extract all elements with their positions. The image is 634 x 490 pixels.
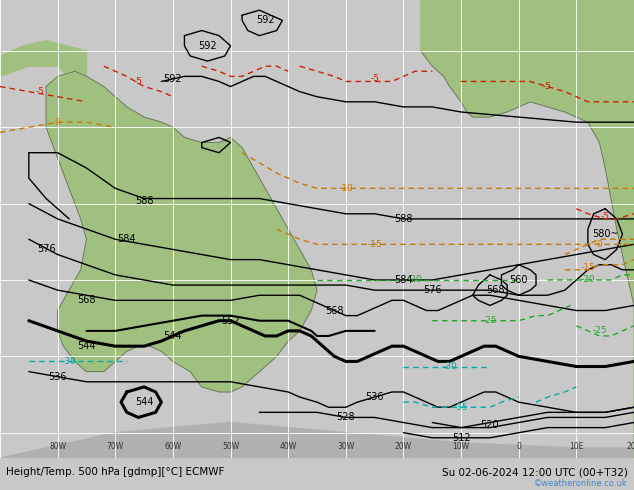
Text: 588: 588 xyxy=(394,214,413,224)
Text: 70W: 70W xyxy=(107,441,124,450)
Text: -15: -15 xyxy=(581,263,595,272)
Text: -5: -5 xyxy=(543,82,552,91)
Text: 588: 588 xyxy=(135,196,153,206)
Polygon shape xyxy=(0,422,634,458)
Text: 520: 520 xyxy=(481,420,499,430)
Text: 544: 544 xyxy=(135,397,153,407)
Text: 536: 536 xyxy=(365,392,384,402)
Text: 40W: 40W xyxy=(280,441,297,450)
Text: 0: 0 xyxy=(55,118,60,127)
Polygon shape xyxy=(0,41,86,87)
Text: 568: 568 xyxy=(77,295,96,305)
Text: 10E: 10E xyxy=(569,441,583,450)
Text: 592: 592 xyxy=(256,15,275,25)
Text: -5: -5 xyxy=(134,77,143,86)
Text: -20: -20 xyxy=(408,275,422,285)
Text: 560: 560 xyxy=(510,275,528,285)
Text: 568: 568 xyxy=(325,306,344,316)
Text: 50W: 50W xyxy=(222,441,239,450)
Text: 584: 584 xyxy=(117,234,136,244)
Text: Su 02-06-2024 12:00 UTC (00+T32): Su 02-06-2024 12:00 UTC (00+T32) xyxy=(442,467,628,477)
Text: -5: -5 xyxy=(370,74,379,83)
Text: 512: 512 xyxy=(452,433,470,443)
Text: 528: 528 xyxy=(337,413,355,422)
Text: -5: -5 xyxy=(36,87,45,96)
Polygon shape xyxy=(46,71,317,392)
Text: 536: 536 xyxy=(48,372,67,382)
Text: 0: 0 xyxy=(597,240,602,249)
Text: 0: 0 xyxy=(516,441,521,450)
Text: 568: 568 xyxy=(486,285,505,295)
Text: 544: 544 xyxy=(77,341,96,351)
Polygon shape xyxy=(421,0,634,51)
Text: -25: -25 xyxy=(482,316,497,325)
Text: -20: -20 xyxy=(581,275,595,285)
Text: -35: -35 xyxy=(454,403,469,412)
Text: 592: 592 xyxy=(164,74,182,84)
Text: 60W: 60W xyxy=(164,441,181,450)
Text: ©weatheronline.co.uk: ©weatheronline.co.uk xyxy=(534,479,628,489)
Text: 576: 576 xyxy=(423,285,442,295)
Text: 20E: 20E xyxy=(627,441,634,450)
Text: 10W: 10W xyxy=(453,441,470,450)
Text: -15: -15 xyxy=(367,240,382,249)
Text: -30: -30 xyxy=(61,357,77,366)
Text: -5: -5 xyxy=(600,212,610,221)
Text: 592: 592 xyxy=(198,41,217,51)
Text: 80W: 80W xyxy=(49,441,66,450)
Text: 20W: 20W xyxy=(395,441,412,450)
Text: 30W: 30W xyxy=(337,441,354,450)
Text: -25: -25 xyxy=(592,326,607,335)
Text: 584: 584 xyxy=(394,275,413,285)
Text: -10: -10 xyxy=(339,184,353,193)
Text: 576: 576 xyxy=(37,245,55,254)
Text: 544: 544 xyxy=(164,331,182,341)
Text: 580~: 580~ xyxy=(592,229,619,239)
Polygon shape xyxy=(421,0,634,458)
Text: -30: -30 xyxy=(442,362,457,371)
Text: Height/Temp. 500 hPa [gdmp][°C] ECMWF: Height/Temp. 500 hPa [gdmp][°C] ECMWF xyxy=(6,467,224,477)
Text: 552: 552 xyxy=(221,316,240,326)
